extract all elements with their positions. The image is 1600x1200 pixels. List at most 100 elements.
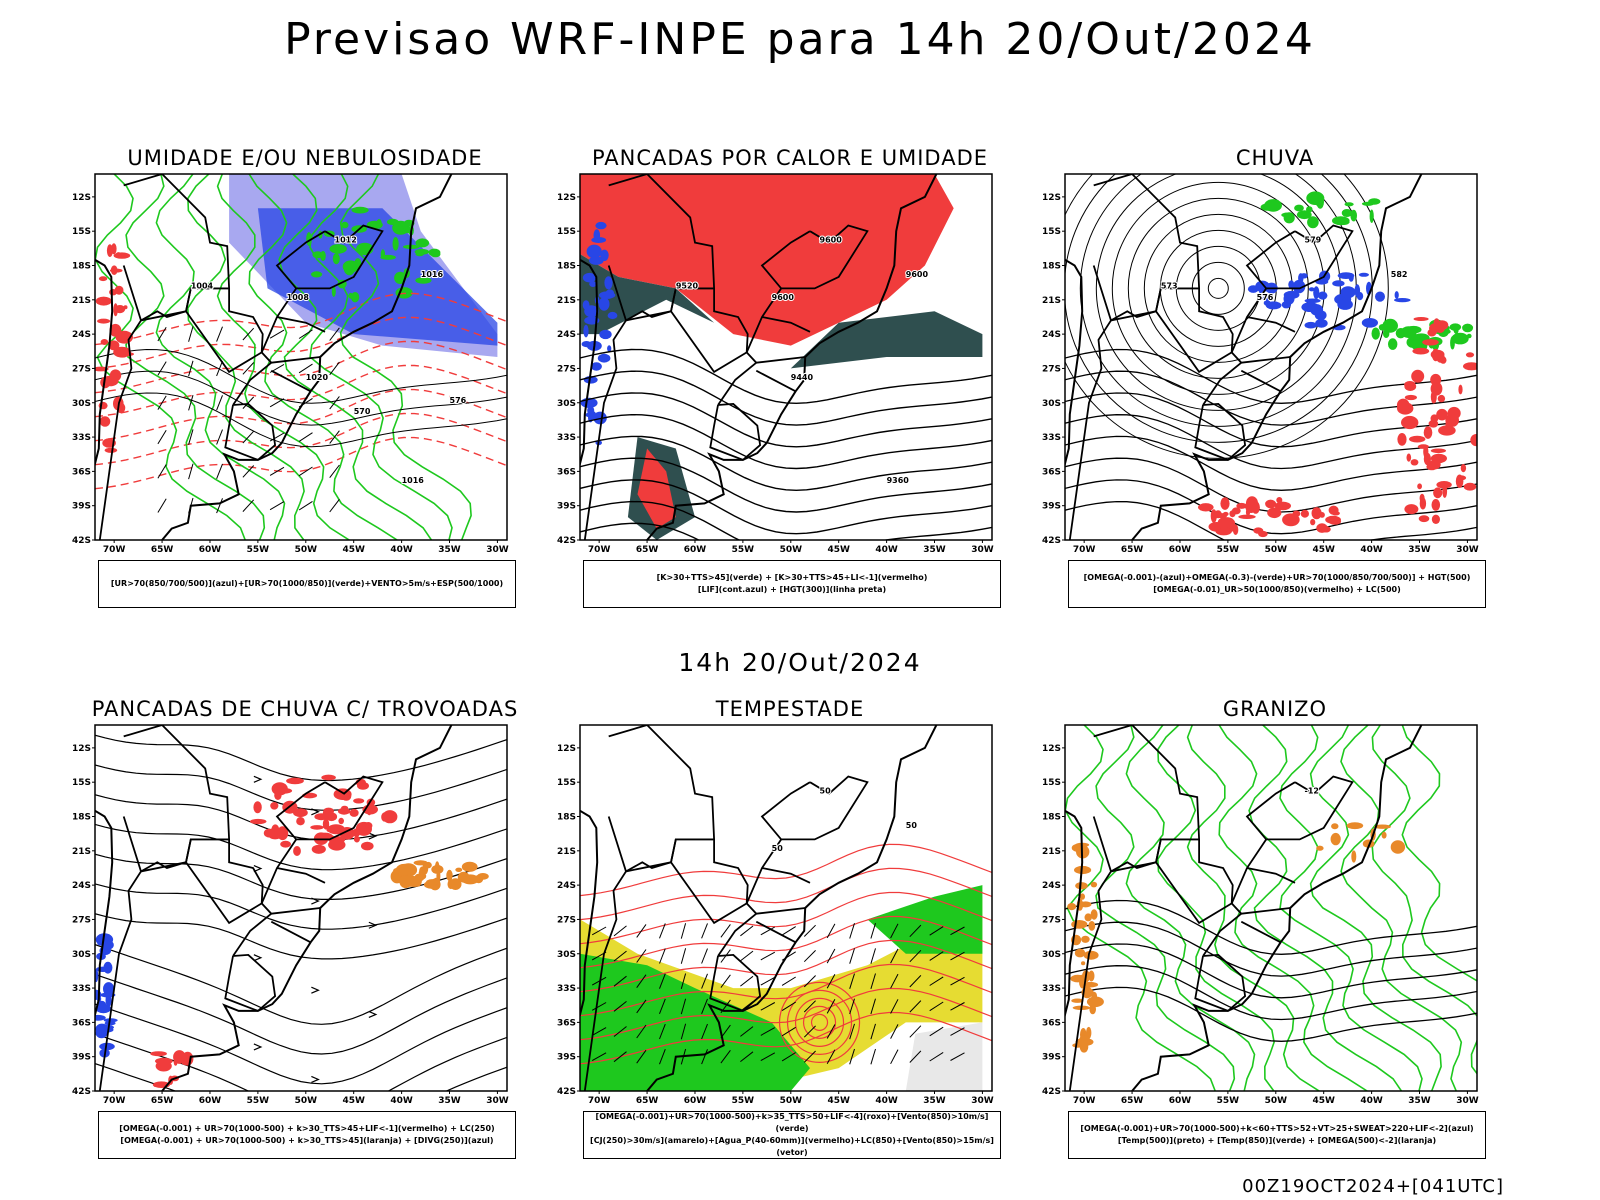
wind-vector: [636, 1049, 647, 1064]
lifted-index-contour: [589, 256, 604, 265]
height-contour: [1065, 414, 1477, 470]
rain-area: [1401, 415, 1419, 430]
temp-850-contour: [1401, 725, 1477, 982]
panel-title: TEMPESTADE: [715, 697, 865, 721]
thunderstorm-area: [338, 817, 345, 825]
lat-tick-label: 30S: [72, 950, 91, 960]
streamline: [95, 794, 507, 841]
wind-vector: [591, 1027, 607, 1036]
wind-vector: [760, 1052, 776, 1062]
height-contour: [1191, 261, 1245, 315]
rain-area: [1300, 509, 1309, 518]
omega-strong-area: [1400, 326, 1417, 338]
wind-vector: [680, 1023, 687, 1040]
low-pressure-contour: [794, 997, 845, 1047]
wind-vector: [849, 948, 855, 964]
wind-vector: [950, 951, 965, 961]
low-humidity-cell: [311, 271, 323, 278]
lon-tick-label: 60W: [199, 545, 222, 555]
wind-vector: [701, 1023, 708, 1040]
height-contour: [1207, 277, 1229, 299]
wind-vector: [740, 925, 754, 937]
panel-legend: [OMEGA(-0.001)-(azul)+OMEGA(-0.3)-(verde…: [1068, 560, 1486, 608]
streamline-arrow: [253, 954, 263, 962]
pressure-contour: [95, 348, 507, 404]
divergence-area: [95, 933, 114, 946]
omega-area: [1304, 298, 1321, 304]
precipitable-water-contour: [580, 1011, 992, 1065]
hatched-area: [905, 1022, 983, 1091]
country-border: [761, 316, 811, 333]
wind-vector: [803, 924, 816, 937]
omega-strong-area: [1341, 209, 1353, 217]
wind-arrow: [242, 327, 255, 341]
contour-value-label: 579: [1305, 236, 1322, 245]
shower-area: [393, 867, 403, 874]
lat-tick-label: 39S: [557, 1053, 576, 1063]
lat-tick-label: 15S: [72, 227, 91, 237]
lon-tick-label: 60W: [684, 545, 707, 555]
omega-500-area: [1071, 920, 1088, 929]
rain-area: [1422, 339, 1439, 346]
temp-850-contour: [1095, 725, 1236, 1091]
rain-area: [1404, 382, 1417, 391]
lon-tick-label: 60W: [684, 1096, 707, 1106]
low-pressure-contour: [802, 1005, 837, 1039]
wind-arrow: [242, 396, 255, 409]
omega-strong-area: [1369, 209, 1374, 223]
wind-vector: [929, 1026, 944, 1037]
lon-tick-label: 45W: [342, 1096, 365, 1106]
panel-chuva: CHUVA [OMEGA(-0.001)-(azul)+OMEGA(-0.3)-…: [1042, 146, 1505, 626]
wind-vector: [803, 1025, 816, 1038]
lat-tick-label: 42S: [557, 536, 576, 546]
wind-vector: [659, 998, 666, 1014]
unstable-area: [790, 311, 983, 369]
rain-area: [1222, 511, 1229, 517]
omega-area: [1308, 287, 1315, 292]
contour-value-label: 9440: [791, 373, 814, 382]
wind-vector: [636, 949, 647, 963]
rain-area: [1442, 484, 1448, 498]
wind-arrow: [269, 501, 285, 511]
country-border: [1194, 953, 1247, 1012]
thunderstorm-area: [293, 846, 301, 856]
wind-arrow: [188, 360, 194, 377]
country-border: [583, 861, 672, 1091]
wind-vector: [849, 998, 855, 1015]
legend-line: [OMEGA(-0.001)+UR>70(1000-500)+k<60+TTS>…: [1080, 1124, 1474, 1133]
divergence-area: [96, 1024, 114, 1031]
omega-500-area: [1090, 909, 1098, 920]
rain-area: [1430, 390, 1437, 404]
height-contour: [580, 348, 992, 405]
rain-area: [1328, 518, 1342, 525]
lat-tick-label: 12S: [557, 193, 576, 203]
lifted-index-contour: [597, 353, 611, 363]
lat-tick-label: 24S: [72, 330, 91, 340]
rain-area: [1217, 517, 1230, 530]
lat-tick-label: 18S: [72, 262, 91, 272]
thunderstorm-area: [349, 808, 359, 817]
country-border: [1245, 224, 1354, 290]
divergence-area: [103, 961, 113, 974]
lat-tick-label: 30S: [557, 950, 576, 960]
rain-area: [1445, 418, 1453, 431]
height-contour: [1127, 197, 1309, 379]
lon-tick-label: 30W: [1456, 1096, 1479, 1106]
lon-tick-label: 40W: [390, 545, 413, 555]
low-humidity-cell: [332, 253, 340, 265]
divergence-area: [99, 1042, 115, 1051]
thickness-label-spot: [95, 296, 112, 306]
temp-850-contour: [1248, 725, 1403, 1091]
lifted-index-contour: [607, 311, 618, 320]
omega-area: [1332, 280, 1345, 287]
wind-vector: [909, 1050, 922, 1063]
wind-vector: [636, 974, 647, 988]
thickness-contour: [95, 364, 507, 418]
pressure-contour: [95, 392, 507, 448]
rain-area: [1251, 501, 1260, 514]
country-border: [271, 907, 321, 915]
lat-tick-label: 42S: [557, 1087, 576, 1097]
panel-legend: [OMEGA(-0.001)+UR>70(1000-500)+k>35_TTS>…: [583, 1111, 1001, 1159]
country-border: [583, 310, 672, 540]
country-border: [270, 369, 312, 393]
